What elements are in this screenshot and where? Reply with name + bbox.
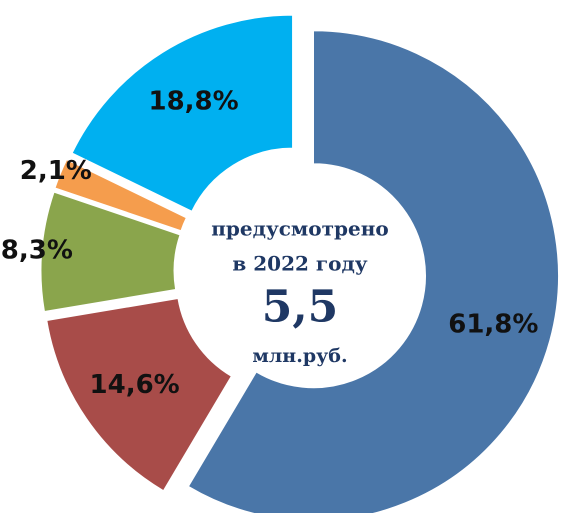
data-label: 18,8% <box>149 87 239 117</box>
data-label: 14,6% <box>90 370 180 400</box>
slice <box>40 191 181 313</box>
slice <box>54 158 187 232</box>
data-label: 8,3% <box>1 235 73 265</box>
slice <box>187 30 559 513</box>
center-text: в 2022 году <box>232 252 367 276</box>
center-text: предусмотрено <box>211 217 388 241</box>
data-label: 61,8% <box>448 310 538 340</box>
center-value: 5,5 <box>262 282 339 333</box>
center-unit: млн.руб. <box>252 345 347 367</box>
data-label: 2,1% <box>20 156 92 186</box>
slice <box>46 297 232 492</box>
slice <box>71 14 294 212</box>
